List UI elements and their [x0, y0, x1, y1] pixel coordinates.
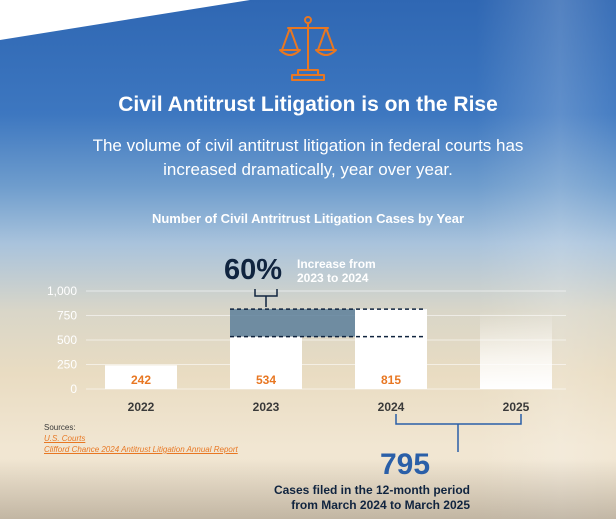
y-tick-label: 500 [57, 333, 77, 347]
increase-label: Increase from 2023 to 2024 [297, 257, 407, 285]
sources-label: Sources: [44, 423, 76, 432]
data-label: 815 [381, 373, 401, 387]
callout-number: 795 [380, 448, 431, 481]
page-title: Civil Antitrust Litigation is on the Ris… [118, 93, 498, 116]
y-tick-label: 1,000 [47, 284, 77, 298]
background-light-streak [476, 0, 616, 519]
x-tick-label: 2024 [378, 400, 405, 414]
x-tick-label: 2022 [128, 400, 155, 414]
data-label: 242 [131, 373, 151, 387]
callout-bracket [395, 414, 522, 452]
source-link-us-courts[interactable]: U.S. Courts [44, 434, 86, 443]
corner-accent [0, 0, 250, 40]
data-label: 534 [256, 373, 276, 387]
scales-of-justice-icon [279, 16, 337, 81]
callout-caption-line1: Cases filed in the 12-month period [273, 483, 470, 497]
x-tick-label: 2025 [503, 400, 530, 414]
callout-caption: Cases filed in the 12-month period from … [200, 483, 470, 513]
increase-percent: 60% [224, 254, 283, 286]
increase-label-line1: Increase from [297, 257, 376, 271]
callout-caption-line2: from March 2024 to March 2025 [291, 498, 470, 512]
increase-label-line2: 2023 to 2024 [297, 271, 369, 285]
y-tick-label: 0 [70, 382, 77, 396]
source-link-clifford-chance[interactable]: Clifford Chance 2024 Antitrust Litigatio… [44, 445, 238, 454]
chart-title: Number of Civil Antritrust Litigation Ca… [151, 211, 465, 226]
background-shade [0, 459, 616, 519]
increase-bracket [254, 289, 278, 307]
x-tick-label: 2023 [253, 400, 280, 414]
bar-2023 [230, 336, 302, 389]
y-tick-label: 750 [57, 309, 77, 323]
bar-2025 [480, 311, 552, 389]
page-subtitle: The volume of civil antitrust litigation… [92, 136, 524, 179]
bar-2024 [355, 309, 427, 389]
sources: Sources: U.S. Courts Clifford Chance 202… [44, 422, 238, 455]
bar-2022 [105, 365, 177, 389]
y-tick-label: 250 [57, 358, 77, 372]
